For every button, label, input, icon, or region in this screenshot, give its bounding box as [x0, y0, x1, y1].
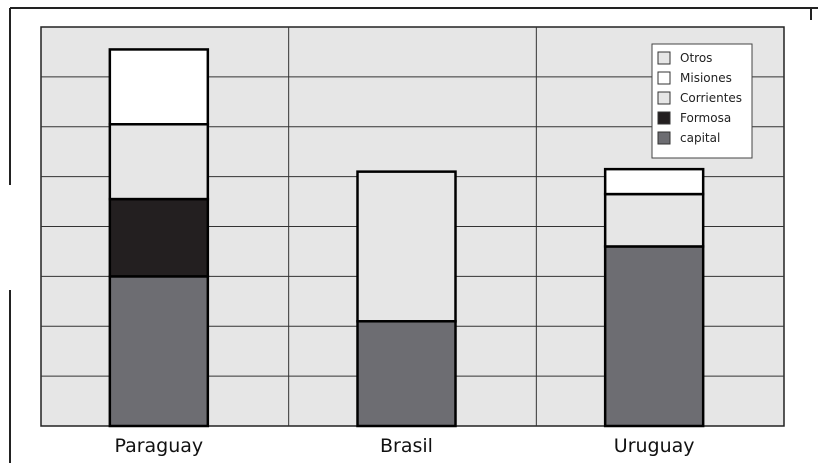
- legend-label-otros: Otros: [680, 51, 712, 65]
- bar-segment-capital-brasil: [356, 320, 457, 428]
- legend-label-misiones: Misiones: [680, 71, 732, 85]
- bar-segment-misiones-paraguay: [108, 48, 210, 126]
- bar-segment-misiones-uruguay: [603, 167, 705, 196]
- bar-segment-corrientes-brasil: [356, 170, 457, 323]
- legend-swatch-formosa: [657, 111, 671, 125]
- legend-swatch-otros: [657, 51, 671, 65]
- legend-label-corrientes: Corrientes: [680, 91, 742, 105]
- category-labels: Paraguay Brasil Uruguay: [114, 435, 694, 457]
- bar-segment-formosa-paraguay: [108, 197, 210, 278]
- legend-label-capital: capital: [680, 131, 720, 145]
- legend-label-formosa: Formosa: [680, 111, 731, 125]
- bar-segment-corrientes-uruguay: [603, 192, 705, 248]
- category-label-brasil: Brasil: [380, 435, 433, 457]
- legend-swatch-capital: [657, 131, 671, 145]
- frame-lines: [9, 7, 818, 463]
- bar-segment-capital-paraguay: [108, 275, 210, 428]
- category-label-uruguay: Uruguay: [614, 435, 695, 457]
- bar-segment-capital-uruguay: [603, 245, 705, 428]
- bar-segment-corrientes-paraguay: [108, 123, 210, 201]
- bars-group: [108, 48, 705, 428]
- category-label-paraguay: Paraguay: [114, 435, 203, 457]
- legend-swatch-corrientes: [657, 91, 671, 105]
- legend-swatch-misiones: [657, 71, 671, 85]
- legend: Otros Misiones Corrientes Formosa capital: [651, 43, 753, 159]
